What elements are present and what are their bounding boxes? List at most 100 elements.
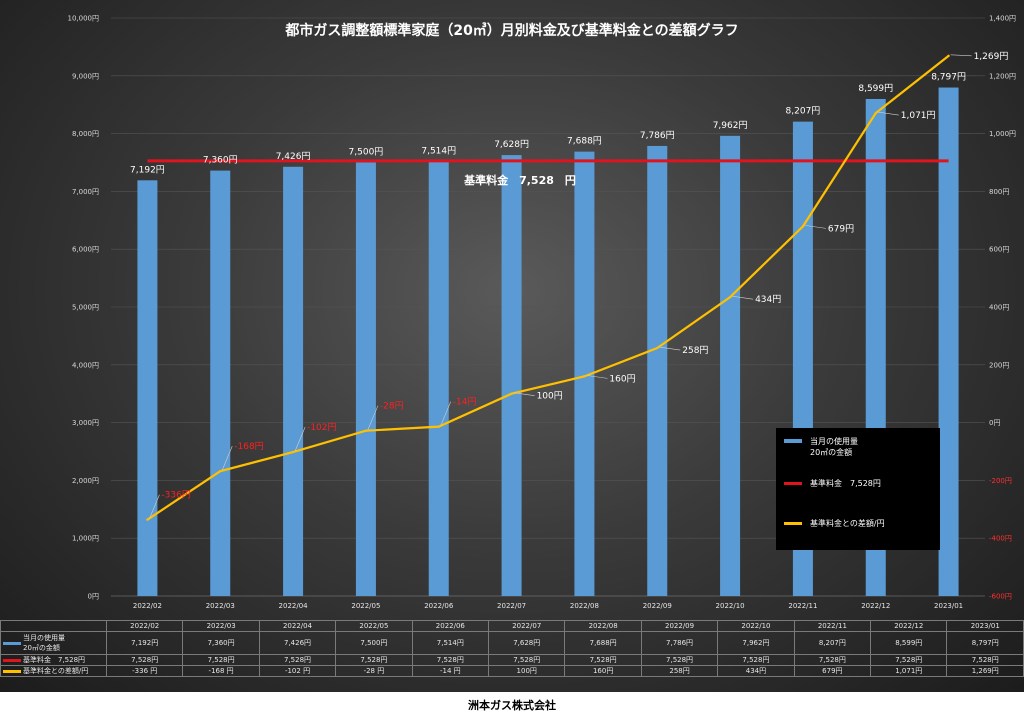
bar [283, 166, 304, 596]
data-table-cell: 258円 [640, 665, 719, 677]
y-tick-right: 200円 [989, 361, 1009, 369]
data-table-header-cell: 2022/09 [640, 620, 719, 632]
difference-point [874, 111, 877, 115]
label-leader [294, 426, 306, 452]
data-table-cell: 679円 [793, 665, 872, 677]
difference-value-label: -336円 [161, 490, 190, 501]
label-leader [149, 494, 160, 519]
y-tick-right: 1,400円 [989, 15, 1016, 23]
data-table-corner [0, 620, 107, 632]
difference-point [364, 429, 368, 432]
y-tick-left: 4,000円 [72, 361, 99, 369]
data-table-header: 2022/02 2022/03 2022/04 2022/05 2022/06 2022/… [0, 620, 1024, 632]
data-table-cell: 8,599円 [870, 631, 948, 655]
legend-swatch-usage [784, 439, 802, 443]
y-tick-left: 5,000円 [72, 304, 99, 312]
company-footer: 洲本ガス株式会社 [468, 699, 556, 712]
bar-value-label: 7,688円 [567, 136, 602, 147]
difference-value-label: -168円 [234, 441, 263, 452]
difference-value-label: -28円 [380, 401, 404, 412]
data-table-row-key: 当月の使用量 20㎥の金額 [0, 631, 107, 655]
label-leader [950, 54, 972, 57]
data-table-header-cell: 2022/12 [870, 620, 948, 632]
data-table-cell: 7,500円 [335, 631, 413, 655]
bar-value-label: 8,207円 [786, 106, 821, 117]
data-table-cell: 7,962円 [717, 631, 795, 655]
data-table-row-key-text: 当月の使用量 20㎥の金額 [23, 634, 65, 652]
data-table-cell: -14 円 [411, 665, 490, 677]
x-tick: 2022/06 [424, 602, 454, 610]
y-tick-left: 8,000円 [72, 130, 99, 138]
y-tick-right: -400円 [989, 535, 1012, 543]
y-tick-right: 800円 [989, 188, 1009, 196]
label-leader [367, 405, 379, 430]
data-table: 2022/02 2022/03 2022/04 2022/05 2022/06 2022/… [0, 620, 1024, 684]
label-leader [440, 401, 452, 426]
bar [938, 87, 959, 597]
data-table-cell: 7,528円 [946, 654, 1024, 666]
x-tick: 2022/11 [788, 602, 817, 610]
difference-point [656, 346, 659, 350]
bar-value-label: 7,514円 [421, 146, 456, 157]
data-table-row-key-text: 基準料金 7,528円 [23, 656, 86, 664]
baseline-label: 基準料金 7,528 円 [463, 173, 576, 187]
data-table-header-cell: 2022/05 [335, 620, 413, 632]
x-tick: 2022/12 [861, 602, 890, 610]
chart-title: 都市ガス調整額標準家庭（20㎥）月別料金及び基準料金との差額グラフ [284, 22, 738, 39]
label-leader [732, 295, 754, 300]
difference-point [510, 392, 513, 395]
label-leader [877, 111, 899, 116]
bar [720, 135, 741, 597]
bar-value-label: 7,962円 [713, 120, 748, 131]
bar-value-label: 7,192円 [130, 164, 165, 175]
data-table-row-key: 基準料金 7,528円 [0, 654, 107, 666]
data-table-header-cell: 2022/08 [564, 620, 642, 632]
legend-label-diff: 基準料金との差額/円 [810, 519, 885, 528]
y-tick-right: 1,000円 [989, 130, 1016, 138]
y-tick-right: -600円 [989, 593, 1012, 601]
x-tick: 2022/07 [497, 602, 526, 610]
label-leader [221, 446, 233, 471]
difference-line [146, 54, 950, 521]
bar-value-label: 7,500円 [349, 147, 384, 158]
data-table-header-cell: 2022/03 [182, 620, 260, 632]
difference-point [583, 375, 586, 378]
legend: 当月の使用量 20㎥の金額 基準料金 7,528円 基準料金との差額/円 [776, 428, 940, 550]
data-table-row-swatch [3, 641, 21, 645]
y-tick-right: 1,200円 [989, 72, 1016, 80]
difference-value-label: 1,269円 [974, 51, 1009, 62]
x-tick: 2022/03 [206, 602, 235, 610]
bar-value-label: 8,797円 [931, 72, 966, 83]
difference-point [291, 450, 295, 454]
bar-value-label: 7,360円 [203, 155, 238, 166]
data-table-cell: 1,071円 [870, 665, 948, 677]
difference-point [728, 295, 732, 299]
bar [501, 155, 522, 596]
x-tick: 2023/01 [934, 602, 963, 610]
data-table-cell: -102 円 [258, 665, 337, 677]
data-table-cell: 7,426円 [258, 631, 337, 655]
data-table-cell: 160円 [564, 665, 642, 677]
data-table-row-swatch [3, 669, 21, 673]
legend-swatch-diff [784, 522, 802, 525]
x-tick: 2022/04 [279, 602, 309, 610]
data-table-cell: 7,528円 [335, 654, 413, 666]
label-leader [659, 346, 681, 351]
x-tick: 2022/10 [716, 602, 745, 610]
data-table-header-cell: 2023/01 [946, 620, 1024, 632]
data-table-cell: 7,528円 [564, 654, 642, 666]
difference-value-label: 1,071円 [901, 110, 936, 121]
difference-value-label: -14円 [453, 397, 477, 408]
data-table-header-cell: 2022/10 [717, 620, 795, 632]
data-table-row: 基準料金との差額/円 -336 円 -168 円 -102 円 -28 円 -14 円 10… [0, 665, 1024, 677]
bar [428, 161, 449, 596]
data-table-cell: 7,528円 [105, 654, 184, 666]
data-table-cell: 7,360円 [182, 631, 260, 655]
data-table-header-cell: 2022/07 [488, 620, 566, 632]
x-tick: 2022/09 [643, 602, 672, 610]
data-table-cell: 7,628円 [488, 631, 566, 655]
y-tick-right: 0円 [989, 419, 1000, 427]
difference-value-label: 679円 [828, 223, 854, 234]
data-table-row: 基準料金 7,528円 7,528円 7,528円 7,528円 7,528円 7,528… [0, 654, 1024, 666]
y-tick-right: 400円 [989, 304, 1009, 312]
